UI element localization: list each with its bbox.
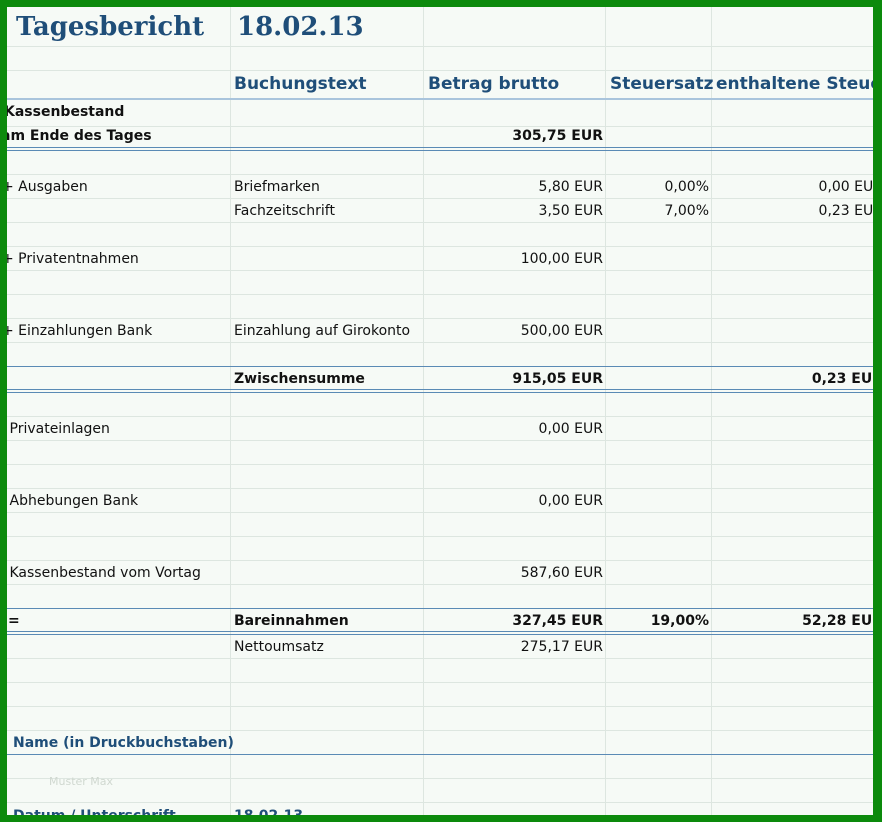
header-underline — [7, 98, 873, 100]
ausgaben-row-tax: 0,23 EUR — [818, 203, 882, 219]
kassenbestand-amount: 305,75 EUR — [512, 128, 603, 144]
bareinnahmen-tax: 52,28 EUR — [802, 613, 882, 629]
datum-label: Datum / Unterschrift — [13, 808, 176, 822]
sheet-grid: Tagesbericht 18.02.13 Buchungstext Betra… — [4, 7, 882, 822]
privatentnahmen-label: + Privatentnahmen — [2, 251, 139, 267]
einzahlungen-text: Einzahlung auf Girokonto — [234, 323, 411, 339]
gridline-col — [423, 7, 424, 815]
name-label: Name (in Druckbuchstaben) — [13, 735, 234, 751]
gridline-col — [605, 7, 606, 815]
vortag-label: - Kassenbestand vom Vortag — [0, 565, 201, 581]
border-line — [7, 147, 873, 148]
bareinnahmen-rate: 19,00% — [650, 613, 709, 629]
ausgaben-row-amount: 3,50 EUR — [538, 203, 603, 219]
border-line — [7, 366, 873, 367]
header-betrag: Betrag brutto — [428, 74, 560, 94]
privateinlagen-label: - Privateinlagen — [0, 421, 110, 437]
gridline-col — [711, 7, 712, 815]
zwischensumme-tax: 0,23 EUR — [811, 371, 882, 387]
border-line — [7, 150, 873, 151]
abhebungen-amount: 0,00 EUR — [538, 493, 603, 509]
kassenbestand-label: Kassenbestand — [4, 104, 125, 120]
kassenbestand-label-2: am Ende des Tages — [1, 128, 152, 144]
gridline-col — [230, 7, 231, 815]
abhebungen-label: - Abhebungen Bank — [0, 493, 139, 509]
datum-value: 18.02.13 — [234, 808, 304, 822]
report-title: Tagesbericht — [16, 12, 205, 42]
privateinlagen-amount: 0,00 EUR — [538, 421, 603, 437]
border-line — [7, 392, 873, 393]
ausgaben-row-text: Briefmarken — [234, 179, 320, 195]
report-date: 18.02.13 — [237, 12, 364, 42]
border-line — [7, 754, 873, 755]
einzahlungen-amount: 500,00 EUR — [520, 323, 603, 339]
border-line — [7, 389, 873, 390]
equals-sign: = — [8, 613, 20, 629]
ausgaben-row-tax: 0,00 EUR — [818, 179, 882, 195]
vortag-amount: 587,60 EUR — [520, 565, 603, 581]
privatentnahmen-amount: 100,00 EUR — [520, 251, 603, 267]
header-steuersatz: Steuersatz — [610, 74, 714, 94]
bareinnahmen-label: Bareinnahmen — [234, 613, 349, 629]
ausgaben-row-rate: 0,00% — [664, 179, 709, 195]
einzahlungen-label: + Einzahlungen Bank — [2, 323, 153, 339]
header-buchungstext: Buchungstext — [234, 74, 367, 94]
ausgaben-label: + Ausgaben — [2, 179, 88, 195]
border-line — [7, 608, 873, 609]
ausgaben-row-rate: 7,00% — [664, 203, 709, 219]
ausgaben-row-amount: 5,80 EUR — [538, 179, 603, 195]
name-faint-text: Muster Max — [49, 775, 114, 788]
border-line — [7, 634, 873, 635]
zwischensumme-label: Zwischensumme — [234, 371, 365, 387]
zwischensumme-amount: 915,05 EUR — [512, 371, 603, 387]
header-enthaltene-steuer: enthaltene Steuer — [716, 74, 882, 94]
bareinnahmen-amount: 327,45 EUR — [512, 613, 603, 629]
border-line — [7, 631, 873, 632]
nettoumsatz-label: Nettoumsatz — [234, 639, 324, 655]
ausgaben-row-text: Fachzeitschrift — [234, 203, 335, 219]
nettoumsatz-amount: 275,17 EUR — [520, 639, 603, 655]
